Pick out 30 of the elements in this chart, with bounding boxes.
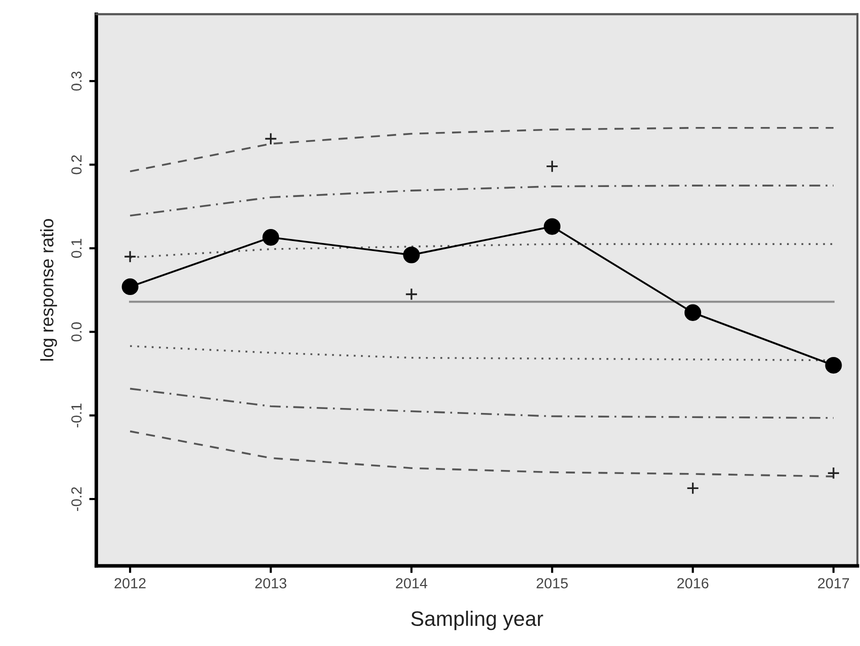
y-tick-label: 0.1 (71, 238, 82, 258)
line-series (129, 126, 834, 172)
point (686, 482, 700, 495)
x-tick-label: 2013 (255, 578, 286, 588)
point (827, 466, 840, 480)
x-axis-title: Sampling year (411, 610, 544, 630)
point (825, 356, 842, 374)
y-axis-title: log response ratio (40, 219, 58, 361)
y-tick-label: 0.3 (71, 72, 82, 91)
point (262, 229, 280, 246)
y-tick-label: -0.1 (71, 404, 82, 428)
x-tick-label: 2017 (818, 578, 849, 588)
point (124, 250, 136, 264)
line-series (129, 388, 834, 419)
x-tick-label: 2012 (114, 578, 146, 588)
point (684, 304, 702, 321)
x-tick-label: 2015 (536, 578, 568, 588)
point (405, 288, 418, 301)
point (544, 218, 560, 235)
point (403, 246, 420, 264)
y-tick-label: 0.2 (71, 155, 82, 174)
x-tick-label: 2014 (396, 578, 428, 588)
y-tick-label: -0.2 (71, 487, 82, 511)
point (264, 132, 278, 146)
line-series (129, 184, 834, 217)
y-tick-label: 0.0 (71, 322, 82, 342)
point (546, 160, 559, 173)
point (122, 278, 138, 296)
x-tick-label: 2016 (677, 578, 708, 588)
line-series (129, 430, 834, 478)
